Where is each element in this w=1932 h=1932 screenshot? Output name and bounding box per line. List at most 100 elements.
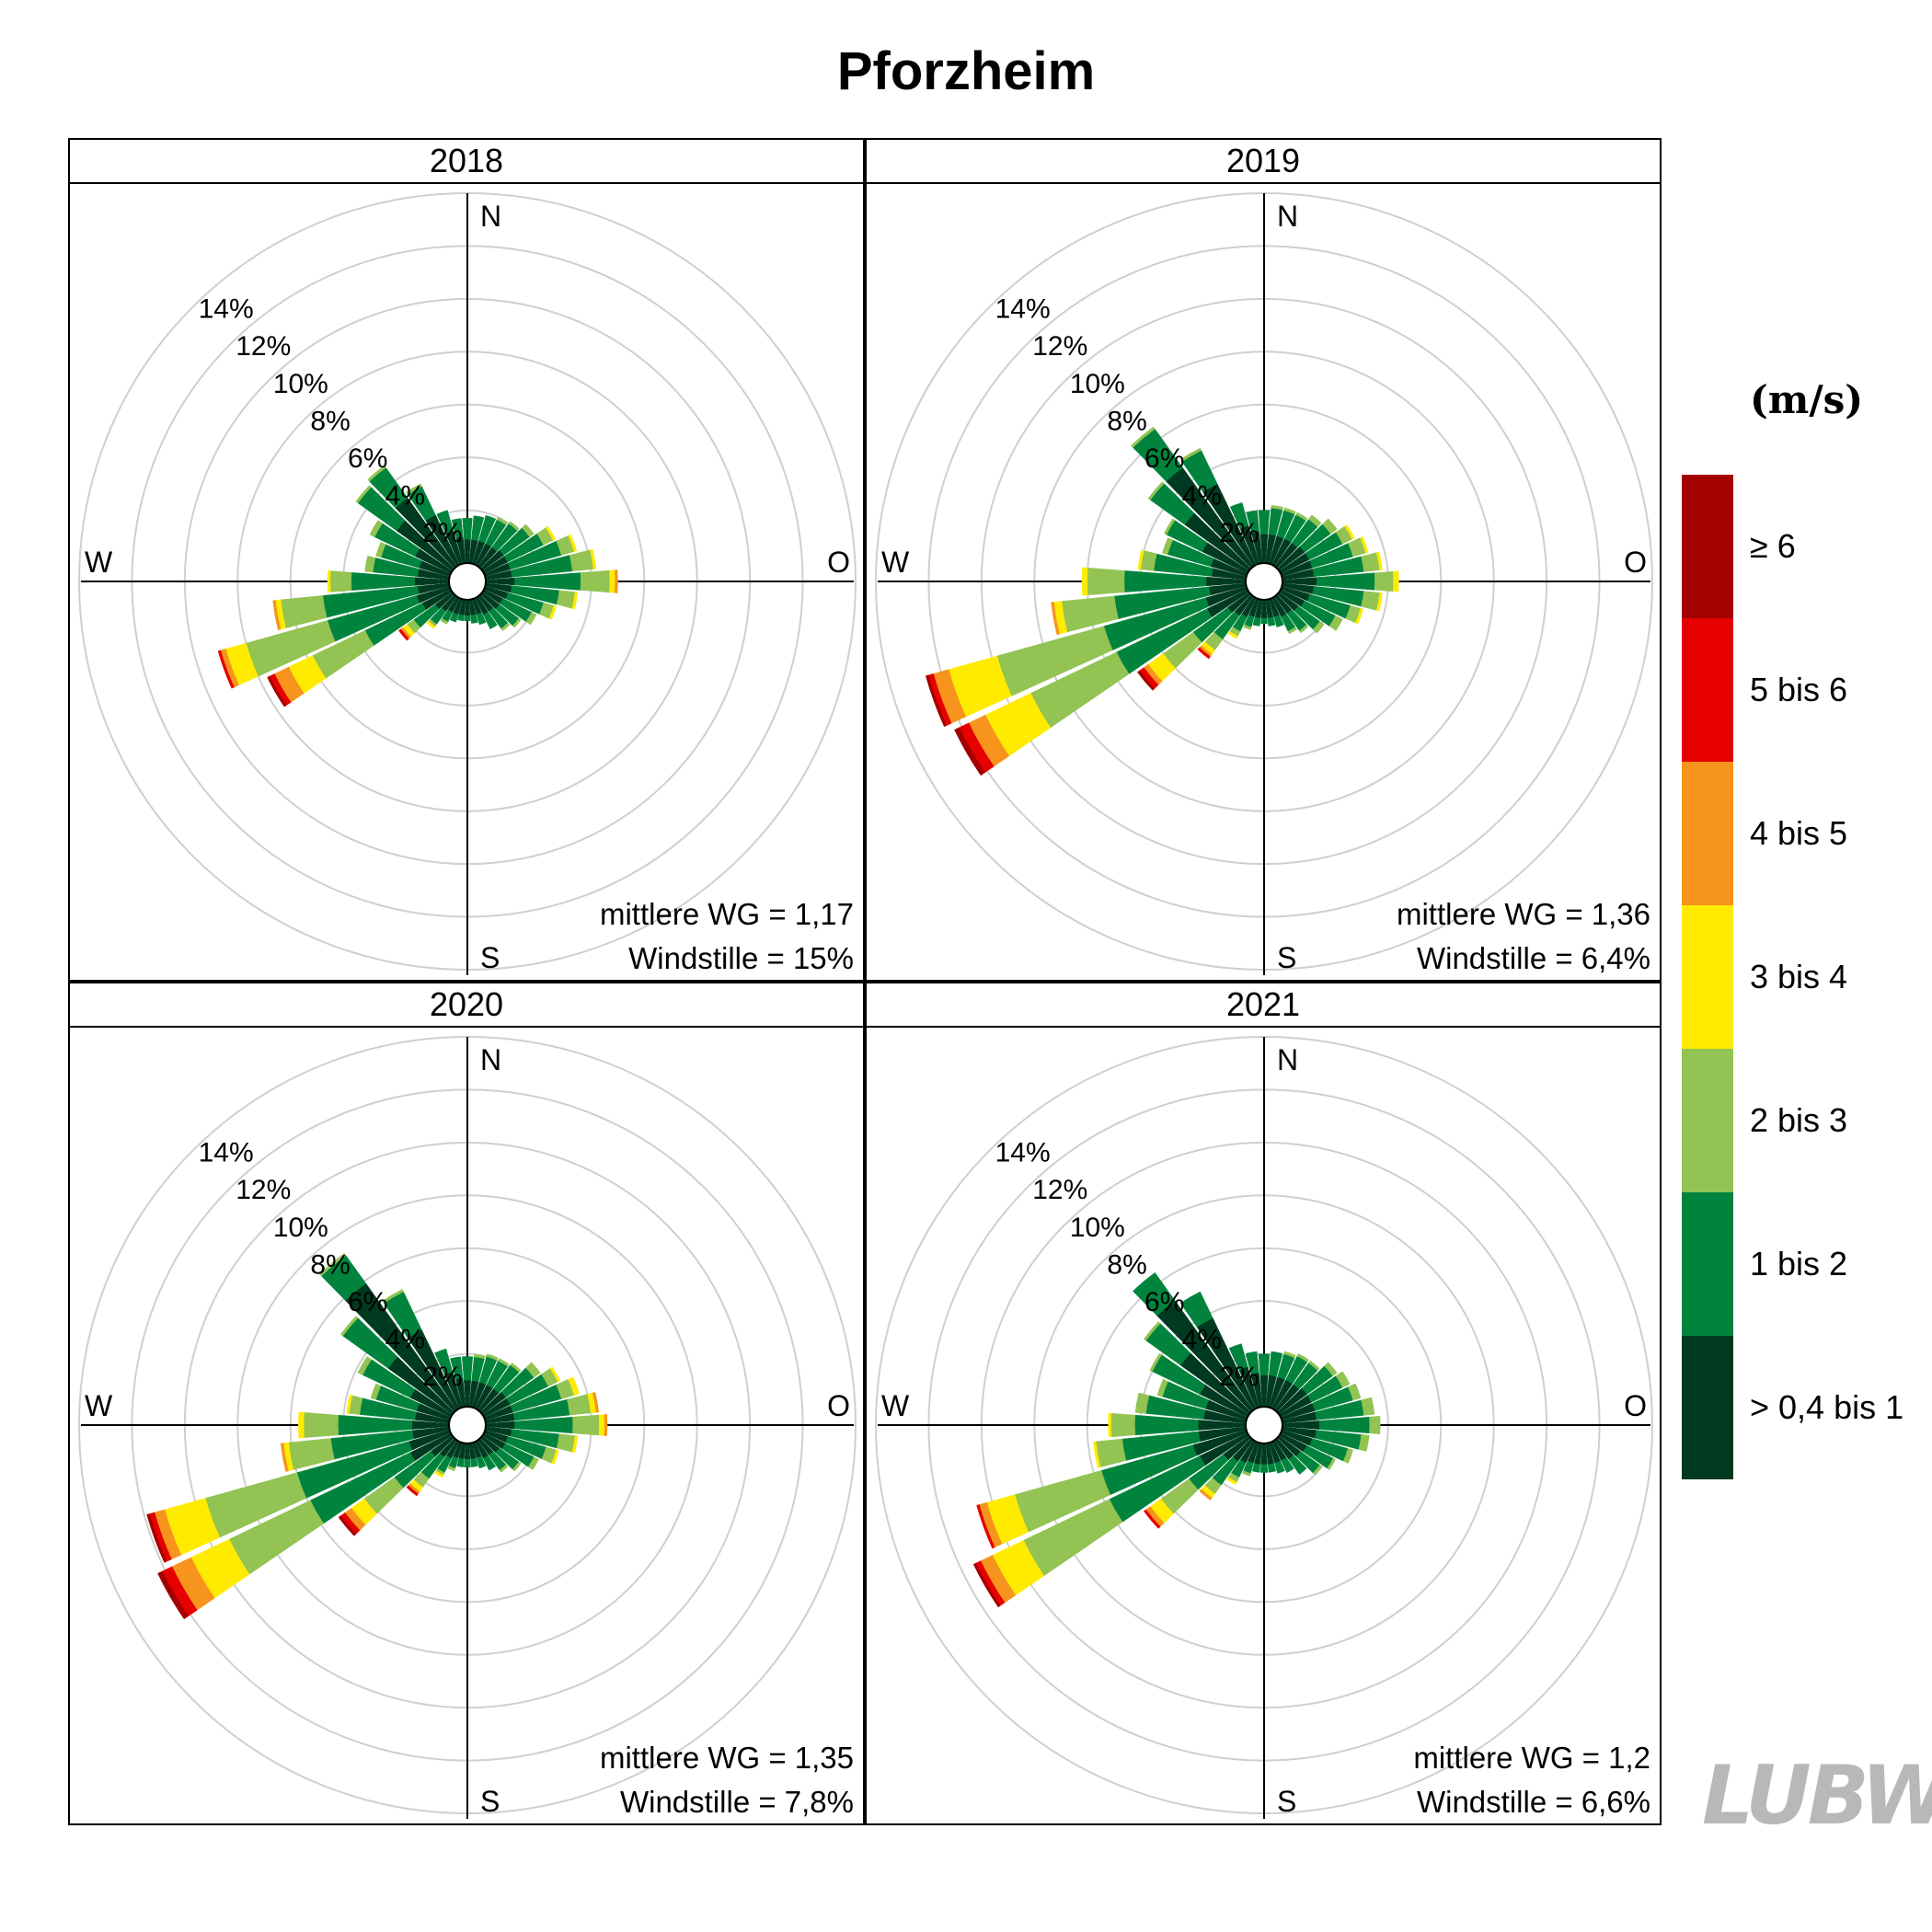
wind-segment <box>339 1316 359 1337</box>
wind-segment <box>482 611 498 630</box>
legend-label: 4 bis 5 <box>1750 814 1848 852</box>
wind-segment <box>217 650 235 689</box>
wind-segment <box>1361 552 1380 572</box>
wind-segment <box>976 1504 995 1549</box>
wind-sector-200 <box>447 1441 463 1471</box>
wind-sector-280 <box>364 555 450 581</box>
wind-sector-50 <box>479 1362 541 1415</box>
ring-label: 2% <box>422 518 462 548</box>
wind-sector-250 <box>217 586 452 689</box>
wind-segment <box>157 1570 190 1620</box>
wind-sector-90 <box>485 1414 608 1436</box>
wind-segment <box>457 614 465 622</box>
lubw-logo: LUBW <box>1702 1748 1932 1843</box>
ring-label: 10% <box>1070 369 1125 399</box>
wind-segment <box>338 1515 357 1536</box>
calm-center <box>448 1406 487 1444</box>
wind-sector-310 <box>1143 1321 1252 1415</box>
wind-sector-130 <box>1276 1435 1323 1476</box>
legend-swatch <box>1682 762 1733 905</box>
wind-segment <box>272 600 282 631</box>
direction-label-north: N <box>480 200 501 233</box>
wind-segment <box>510 1363 522 1373</box>
wind-sector-130 <box>1276 592 1325 634</box>
mean-wind-speed: mittlere WG = 1,17 <box>599 897 854 931</box>
panel-grid: 2018 2% 4% 6% 8% 10% 12% 14% N S W O mittlere WG =… <box>68 138 1662 1825</box>
wind-sector-160 <box>472 1441 487 1469</box>
wind-segment <box>1134 1392 1150 1414</box>
wind-sector-120 <box>482 589 537 626</box>
wind-segment <box>522 523 535 537</box>
wind-segment <box>1241 1470 1251 1477</box>
wind-sector-160 <box>472 597 487 626</box>
wind-segment <box>569 549 594 572</box>
wind-segment <box>1110 1412 1136 1438</box>
wind-segment <box>369 520 384 537</box>
wind-segment <box>1259 1464 1269 1473</box>
legend-label: 3 bis 4 <box>1750 958 1848 995</box>
wind-segment <box>1283 507 1296 515</box>
legend-swatch <box>1682 475 1733 618</box>
wind-sector-130 <box>479 1435 522 1472</box>
wind-sector-80 <box>1282 1397 1375 1424</box>
ring-label: 12% <box>236 331 291 362</box>
panel-year-label: 2020 <box>70 983 863 1028</box>
legend-unit: (m/s) <box>1750 377 1864 422</box>
wind-segment <box>1312 621 1325 634</box>
wind-segment <box>406 483 422 495</box>
direction-label-west: W <box>881 1389 910 1422</box>
ring-label: 4% <box>385 1325 425 1355</box>
legend-swatch <box>1682 1049 1733 1192</box>
wind-segment <box>1296 1353 1309 1363</box>
ring-label: 4% <box>1182 1325 1222 1355</box>
wind-segment <box>1149 1352 1163 1373</box>
mean-wind-speed: mittlere WG = 1,35 <box>599 1741 854 1775</box>
wind-segment <box>1273 615 1284 627</box>
wind-segment <box>580 569 611 593</box>
wind-sector-150 <box>475 596 498 630</box>
ring-label: 4% <box>1182 481 1222 512</box>
wind-segment <box>1156 1378 1168 1397</box>
wind-segment <box>449 612 459 623</box>
wind-segment <box>572 1414 600 1436</box>
wind-segment <box>329 570 352 592</box>
wind-segment <box>525 612 537 626</box>
wind-sector-190 <box>456 1443 466 1467</box>
ring-label: 6% <box>348 443 387 474</box>
wind-sector-70 <box>1280 536 1369 577</box>
wind-segment <box>464 615 471 622</box>
wind-segment <box>462 1356 473 1381</box>
wind-segment <box>548 604 558 620</box>
wind-sector-150 <box>475 1440 497 1471</box>
wind-segment <box>1258 510 1271 535</box>
direction-label-west: W <box>881 546 910 579</box>
wind-segment <box>568 1376 580 1396</box>
wind-segment <box>1197 647 1211 660</box>
wind-segment <box>571 592 579 610</box>
wind-segment <box>551 1449 559 1465</box>
legend-label: 1 bis 2 <box>1750 1245 1848 1282</box>
wind-segment <box>1344 524 1355 540</box>
wind-sector-290 <box>1162 537 1248 577</box>
wind-segment <box>476 1455 487 1469</box>
wind-sector-210 <box>1226 1440 1257 1485</box>
wind-segment <box>1252 616 1261 627</box>
wind-sector-10 <box>468 515 485 564</box>
wind-sector-200 <box>1243 597 1259 630</box>
wind-segment <box>1269 1351 1283 1377</box>
wind-segment <box>1179 447 1202 463</box>
ring-label: 14% <box>199 1138 254 1168</box>
wind-sector-140 <box>477 593 511 631</box>
calm-center <box>448 562 487 601</box>
wind-segment <box>451 518 464 539</box>
wind-segment <box>1274 1460 1285 1474</box>
wind-segment <box>508 521 520 532</box>
wind-sector-80 <box>485 1392 600 1424</box>
wind-segment <box>1342 1448 1354 1464</box>
ring-label: 12% <box>1032 1175 1087 1205</box>
legend-label: ≥ 6 <box>1750 527 1796 565</box>
wind-segment <box>614 569 618 593</box>
wind-sector-340 <box>1228 1343 1259 1409</box>
wind-segment <box>1327 1457 1336 1470</box>
legend-swatch <box>1682 618 1733 762</box>
